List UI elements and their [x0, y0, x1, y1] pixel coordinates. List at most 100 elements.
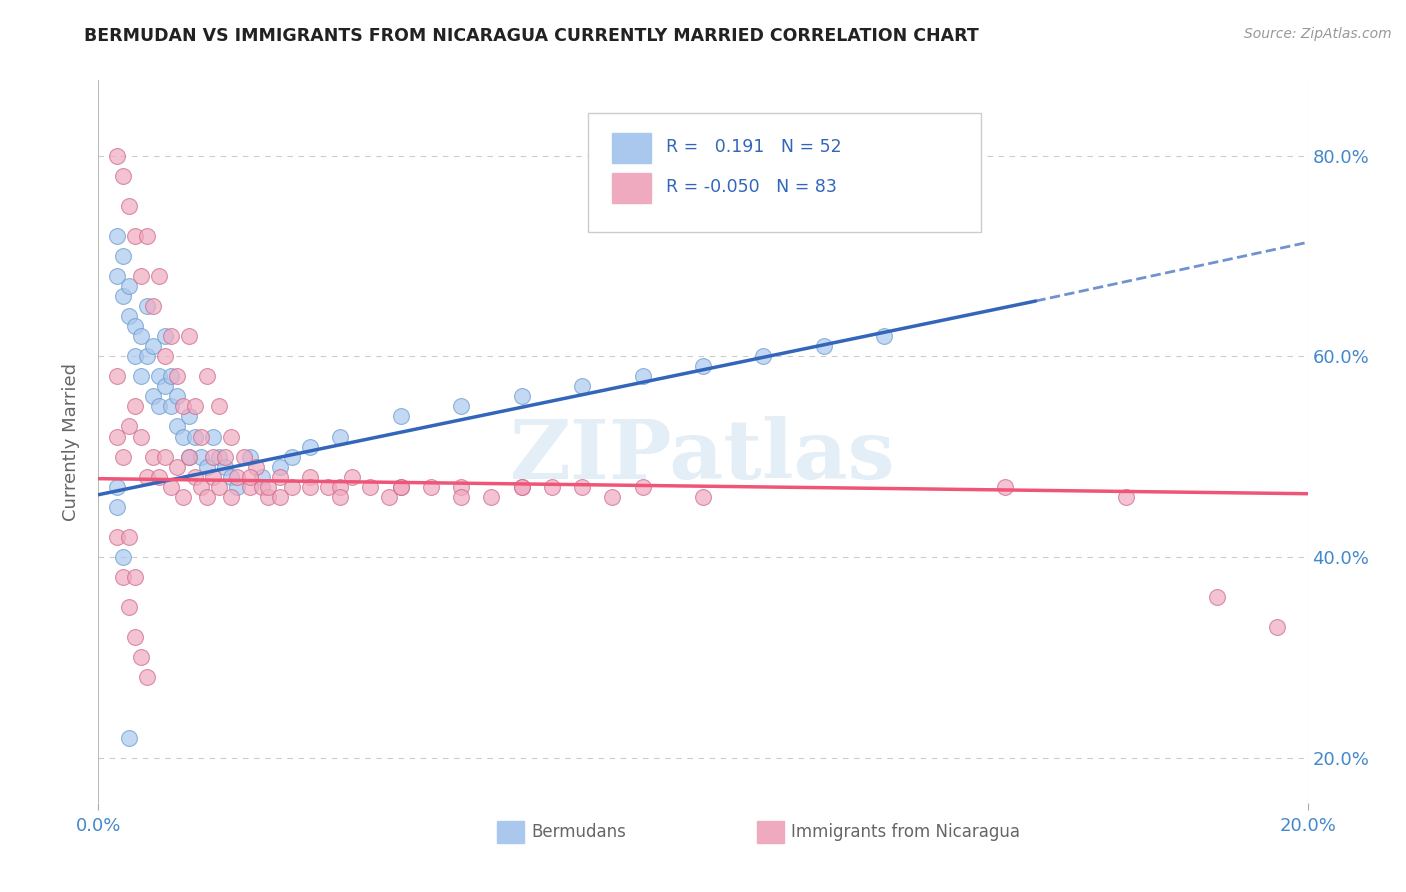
Point	[631, 480, 654, 494]
Point	[329, 490, 352, 504]
Point	[135, 228, 157, 243]
Point	[571, 379, 593, 393]
Point	[142, 299, 165, 313]
Point	[166, 419, 188, 434]
Point	[299, 469, 322, 483]
Point	[450, 400, 472, 414]
Point	[105, 228, 128, 243]
Text: Immigrants from Nicaragua: Immigrants from Nicaragua	[792, 822, 1021, 840]
Point	[389, 480, 412, 494]
Point	[118, 419, 141, 434]
Point	[450, 490, 472, 504]
Point	[129, 329, 152, 343]
Point	[153, 450, 176, 464]
Point	[118, 199, 141, 213]
Point	[256, 490, 278, 504]
Point	[202, 469, 225, 483]
Point	[111, 249, 134, 263]
Point	[111, 549, 134, 564]
Point	[389, 409, 412, 424]
Point	[342, 469, 364, 483]
Point	[179, 450, 201, 464]
Point	[281, 480, 304, 494]
Point	[202, 450, 225, 464]
Point	[250, 469, 273, 483]
Point	[510, 480, 533, 494]
Point	[111, 169, 134, 183]
Point	[1267, 620, 1289, 634]
Point	[111, 570, 134, 584]
FancyBboxPatch shape	[613, 173, 651, 203]
Point	[250, 480, 273, 494]
Point	[172, 490, 194, 504]
Point	[179, 329, 201, 343]
Point	[602, 490, 624, 504]
Point	[148, 400, 170, 414]
Point	[166, 459, 188, 474]
Point	[166, 389, 188, 403]
Point	[153, 379, 176, 393]
Point	[179, 409, 201, 424]
Point	[124, 349, 146, 363]
Point	[153, 329, 176, 343]
Point	[692, 490, 714, 504]
Point	[105, 268, 128, 283]
Point	[481, 490, 503, 504]
Point	[190, 429, 212, 443]
Point	[179, 450, 201, 464]
Point	[105, 480, 128, 494]
Point	[160, 329, 183, 343]
Point	[360, 480, 382, 494]
Point	[190, 480, 212, 494]
FancyBboxPatch shape	[588, 112, 981, 232]
Point	[226, 469, 249, 483]
Point	[142, 339, 165, 353]
Point	[208, 450, 231, 464]
Point	[221, 469, 243, 483]
Point	[160, 400, 183, 414]
Point	[510, 480, 533, 494]
Point	[105, 148, 128, 162]
Point	[105, 429, 128, 443]
Point	[111, 289, 134, 303]
Point	[208, 480, 231, 494]
Point	[873, 329, 896, 343]
Point	[420, 480, 443, 494]
Point	[142, 389, 165, 403]
Point	[202, 429, 225, 443]
Point	[813, 339, 835, 353]
FancyBboxPatch shape	[613, 133, 651, 163]
Point	[239, 480, 262, 494]
Point	[118, 731, 141, 745]
Point	[118, 279, 141, 293]
Point	[692, 359, 714, 374]
Y-axis label: Currently Married: Currently Married	[62, 362, 80, 521]
Point	[184, 429, 207, 443]
Point	[172, 400, 194, 414]
Point	[124, 319, 146, 334]
Point	[329, 429, 352, 443]
Point	[752, 349, 775, 363]
Point	[232, 450, 254, 464]
Point	[269, 469, 291, 483]
Text: BERMUDAN VS IMMIGRANTS FROM NICARAGUA CURRENTLY MARRIED CORRELATION CHART: BERMUDAN VS IMMIGRANTS FROM NICARAGUA CU…	[84, 27, 979, 45]
Point	[118, 309, 141, 323]
Point	[450, 480, 472, 494]
Point	[135, 299, 157, 313]
Point	[1115, 490, 1137, 504]
Point	[118, 600, 141, 615]
Text: R =   0.191   N = 52: R = 0.191 N = 52	[665, 138, 841, 156]
Point	[124, 570, 146, 584]
FancyBboxPatch shape	[498, 821, 524, 843]
Point	[221, 429, 243, 443]
Point	[226, 480, 249, 494]
Point	[124, 630, 146, 644]
Point	[571, 480, 593, 494]
Point	[256, 480, 278, 494]
Point	[148, 268, 170, 283]
Point	[299, 440, 322, 454]
Point	[316, 480, 339, 494]
Point	[269, 459, 291, 474]
Point	[118, 530, 141, 544]
Point	[214, 459, 236, 474]
